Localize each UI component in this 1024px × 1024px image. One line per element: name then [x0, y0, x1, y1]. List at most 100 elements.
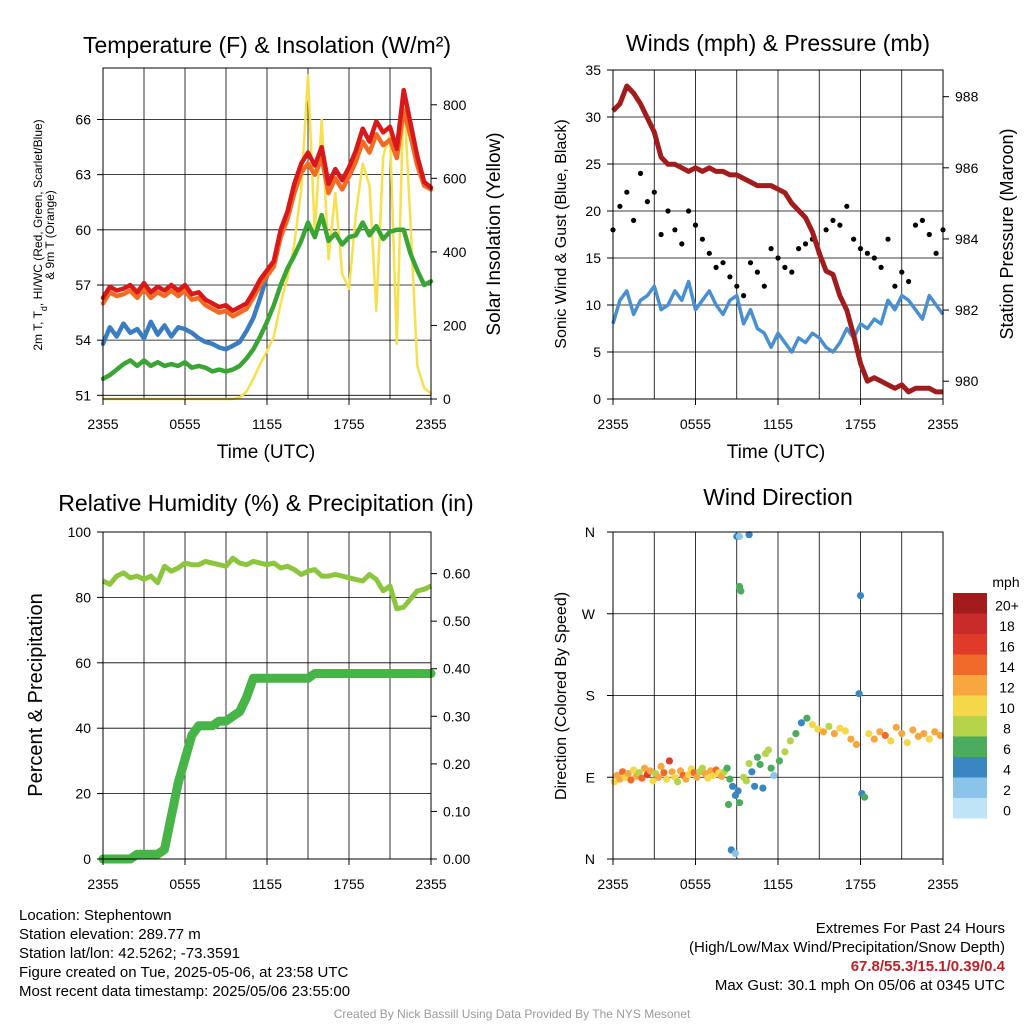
wind-direction-point [759, 784, 767, 792]
y-tick-label: 100 [68, 524, 92, 540]
y-right-tick-label: 0.10 [443, 803, 470, 819]
wind-direction-point [887, 737, 895, 745]
y-right-tick-label: 986 [955, 160, 979, 176]
gust-point [692, 222, 699, 228]
wind-direction-point [767, 764, 775, 772]
wind-direction-point [742, 777, 751, 785]
gust-point [651, 189, 657, 195]
speed-legend-label: 16 [999, 638, 1015, 654]
figure-created: Figure created on Tue, 2025-05-06, at 23… [19, 964, 349, 981]
speed-legend-label: 4 [1003, 761, 1011, 777]
speed-legend-swatch [953, 777, 987, 798]
wind-direction-point [920, 730, 928, 738]
x-tick-label: 2355 [87, 416, 118, 432]
wind-direction-point [786, 737, 795, 745]
y-right-tick-label: 400 [443, 244, 467, 260]
y-tick-label: 60 [75, 222, 91, 238]
x-tick-label: 1755 [333, 416, 364, 432]
x-tick-label: 1755 [845, 416, 876, 432]
speed-legend-label: 14 [999, 659, 1015, 675]
wind-direction-point [665, 757, 674, 765]
x-tick-label: 1155 [252, 416, 282, 432]
gust-point [885, 236, 891, 242]
humidity-ylabel: Percent & Precipitation [25, 593, 47, 796]
temperature-ylabel-left-part1: 2m T, T [31, 310, 45, 350]
wind-direction-point [726, 775, 734, 783]
gust-point [933, 250, 939, 256]
wind-direction-point [936, 731, 944, 740]
wind-direction-point [753, 753, 762, 761]
wind-direction-point [751, 782, 759, 790]
wind-direction-point [841, 727, 850, 735]
wind-direction-point [731, 849, 740, 858]
wind-direction-point [770, 771, 778, 780]
wind-direction-point [781, 748, 789, 756]
temperature-ticks: 2355 0555 1155 1755 2355 51 54 57 60 63 66 0 200 400 6… [75, 97, 466, 432]
gust-point [878, 264, 884, 270]
credit-line: Created By Nick Bassill Using Data Provi… [333, 1007, 691, 1021]
winds-ticks: 2355 0555 1155 1755 2355 0 5 10 15 20 25 30 35 980 982… [585, 62, 978, 432]
humidity-ticks: 2355 0555 1155 1755 2355 0 20 40 60 80 100 0.00 0.10… [68, 524, 471, 892]
y-tick-label: 0 [593, 391, 601, 407]
gust-point [796, 246, 802, 252]
gust-point [802, 241, 809, 247]
y-tick-label: 15 [585, 250, 601, 266]
extremes-heading: Extremes For Past 24 Hours [815, 920, 1005, 937]
temperature-ylabel-right: Solar Insolation (Yellow) [484, 132, 505, 335]
y-right-tick-label: 0.40 [443, 661, 470, 677]
wind-direction-point [635, 769, 643, 777]
wind-direction-point [630, 766, 638, 774]
wind-direction-point [745, 531, 753, 539]
y-tick-label: 63 [75, 167, 91, 183]
wind-direction-point [855, 690, 863, 698]
gust-point [912, 222, 919, 228]
gust-point [665, 208, 671, 214]
speed-legend-swatch [953, 593, 987, 614]
x-tick-label: 0555 [680, 416, 711, 432]
x-tick-label: 1755 [845, 876, 876, 892]
wind-direction-point [909, 726, 917, 734]
wind-direction-point [847, 735, 855, 743]
wind-direction-point [814, 725, 822, 733]
series-line-relative-humidity [101, 555, 433, 612]
gust-point [637, 170, 644, 176]
y-tick-label: 51 [75, 387, 91, 403]
speed-legend-swatch [953, 613, 987, 634]
temperature-ylabel-left-part3: , HI/WC (Red, Green, Scarlet/Blue) [31, 119, 45, 306]
wind-direction-point [723, 764, 731, 772]
series-line-precipitation [98, 669, 436, 864]
gust-point [679, 241, 685, 247]
humidity-panel-title: Relative Humidity (%) & Precipitation (i… [58, 490, 473, 516]
winds-xlabel: Time (UTC) [727, 442, 826, 463]
gust-point [871, 255, 877, 261]
extremes-subheading: (High/Low/Max Wind/Precipitation/Snow De… [689, 939, 1005, 956]
max-gust: Max Gust: 30.1 mph On 05/06 at 0345 UTC [714, 977, 1005, 994]
wind-direction-point [693, 773, 701, 781]
gust-point [857, 246, 864, 252]
wind-direction-title: Wind Direction [703, 484, 853, 510]
gust-point [837, 222, 843, 228]
gust-point [631, 217, 637, 223]
wind-direction-point [748, 768, 756, 776]
wind-direction-point [619, 768, 627, 776]
gust-point [672, 227, 678, 233]
y-tick-label: 20 [585, 203, 601, 219]
wind-direction-point [709, 771, 718, 780]
direction-tick-label: E [586, 769, 595, 785]
y-right-tick-label: 0.20 [443, 756, 470, 772]
winds-panel-title: Winds (mph) & Pressure (mb) [626, 30, 930, 56]
wind-direction-point [685, 770, 693, 779]
speed-legend-label: 20+ [995, 597, 1019, 613]
speed-legend-title: mph [992, 574, 1019, 590]
gust-point [823, 227, 829, 233]
wind-direction-point [616, 775, 624, 783]
gust-point [706, 250, 712, 256]
gust-point [851, 236, 857, 242]
y-right-tick-label: 984 [955, 231, 979, 247]
y-tick-label: 40 [75, 720, 91, 736]
y-right-tick-label: 800 [443, 97, 467, 113]
speed-legend-swatch [953, 716, 987, 737]
y-tick-label: 10 [585, 297, 601, 313]
